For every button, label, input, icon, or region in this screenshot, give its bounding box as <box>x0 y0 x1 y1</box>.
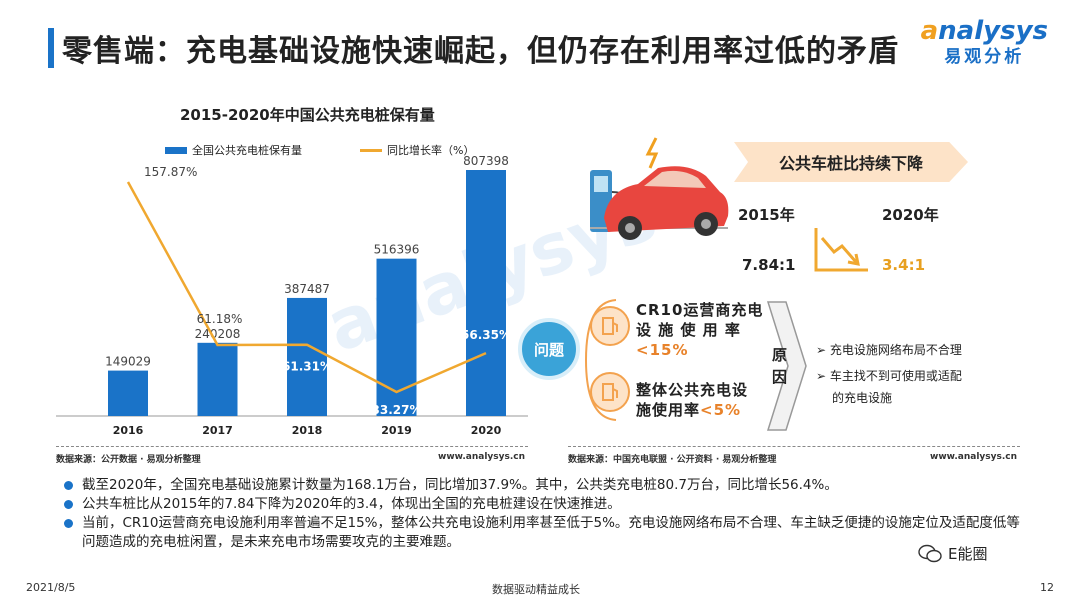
bar-label-2017: 240208 <box>195 327 241 341</box>
logo-chinese: 易观分析 <box>944 47 1025 67</box>
right-site: www.analysys.cn <box>930 452 1018 462</box>
bullet-2: 公共车桩比从2015年的7.84下降为2020年的3.4，体现出全国的充电桩建设… <box>60 495 1020 514</box>
legend-item-line: 同比增长率（%） <box>360 142 474 158</box>
line-label-2019: 33.27% <box>372 403 422 417</box>
year-end: 2020年 <box>882 206 939 224</box>
bar-label-2016: 149029 <box>105 355 151 369</box>
tick-label-2019: 2019 <box>381 424 412 437</box>
fuel-pump-icon <box>590 306 630 346</box>
bar-2016 <box>108 370 148 416</box>
wechat-icon <box>918 544 942 562</box>
issue-cr10-line1: CR10运营商充电 <box>636 301 764 319</box>
issue-overall-value: <5% <box>700 401 742 419</box>
issue-overall: 整体公共充电设 施使用率<5% <box>636 380 748 420</box>
bar-label-2020: 807398 <box>463 154 509 168</box>
year-start: 2015年 <box>738 206 795 224</box>
chart-legend: 全国公共充电桩保有量 同比增长率（%） <box>165 142 474 158</box>
right-divider <box>568 446 1020 447</box>
issue-overall-line2: 施使用率 <box>636 401 701 419</box>
issue-overall-line1: 整体公共充电设 <box>636 381 749 399</box>
footer-page-number: 12 <box>1040 581 1054 594</box>
legend-swatch-bar <box>165 146 187 154</box>
line-label-2017: 61.18% <box>197 312 243 326</box>
left-site: www.analysys.cn <box>438 452 526 462</box>
issue-bracket <box>584 299 617 421</box>
line-label-2016: 157.87% <box>144 165 197 179</box>
fuel-pump-icon <box>590 372 630 412</box>
bar-2017 <box>197 342 238 416</box>
bar-2019 <box>376 258 417 416</box>
page-title: 零售端：充电基础设施快速崛起，但仍存在利用率过低的矛盾 <box>62 34 899 69</box>
tick-label-2020: 2020 <box>471 424 502 437</box>
legend-label-line: 同比增长率（%） <box>387 144 475 157</box>
cause-item-1: ➢ 充电设施网络布局不合理 <box>816 343 962 357</box>
cause-item-3: 的充电设施 <box>832 391 893 405</box>
left-source: 数据来源：公开数据 · 易观分析整理 <box>56 455 201 465</box>
analysys-logo: analysys 易观分析 <box>921 16 1048 67</box>
footer-slogan: 数据驱动精益成长 <box>492 583 580 596</box>
line-label-2020: 56.35% <box>461 328 511 342</box>
ratio-banner: 公共车桩比持续下降 <box>734 142 968 182</box>
cause-label: 原因 <box>772 346 788 386</box>
trend-down-icon <box>814 228 868 272</box>
title-accent-bar <box>48 28 54 68</box>
problem-badge: 问题 <box>518 318 580 380</box>
wechat-account: E能圈 <box>948 545 988 563</box>
chart-title: 2015-2020年中国公共充电桩保有量 <box>180 106 435 124</box>
bullet-3: 当前，CR10运营商充电设施利用率普遍不足15%，整体公共充电设施利用率甚至低于… <box>60 514 1020 552</box>
footer-date: 2021/8/5 <box>26 581 76 594</box>
legend-item-bar: 全国公共充电桩保有量 <box>165 142 302 158</box>
line-label-2018: 61.31% <box>282 360 332 374</box>
bar-label-2018: 387487 <box>284 282 330 296</box>
ratio-end: 3.4:1 <box>882 256 926 274</box>
right-source: 数据来源：中国充电联盟 · 公开资料 · 易观分析整理 <box>568 455 777 465</box>
issue-cr10-line2: 设 施 使 用 率 <box>636 321 741 339</box>
cause-item-2: ➢ 车主找不到可使用或适配 <box>816 369 962 383</box>
tick-label-2016: 2016 <box>113 424 144 437</box>
logo-initial: a <box>920 16 939 46</box>
legend-swatch-line <box>360 148 382 152</box>
bar-2020 <box>466 170 506 416</box>
bar-label-2019: 516396 <box>374 243 420 257</box>
car-charging-icon <box>590 137 729 240</box>
left-divider <box>56 446 528 447</box>
bar-2018 <box>287 297 327 416</box>
issue-cr10-value: <15% <box>636 341 689 359</box>
issue-cr10: CR10运营商充电 设 施 使 用 率 <15% <box>636 300 763 360</box>
logo-english: nalysys <box>938 16 1048 46</box>
legend-label-bar: 全国公共充电桩保有量 <box>192 144 302 157</box>
cause-chevron <box>766 301 807 431</box>
tick-label-2017: 2017 <box>202 424 233 437</box>
summary-bullets: 截至2020年，全国充电基础设施累计数量为168.1万台，同比增加37.9%。其… <box>60 476 1020 552</box>
bullet-1: 截至2020年，全国充电基础设施累计数量为168.1万台，同比增加37.9%。其… <box>60 476 1020 495</box>
wechat-watermark: E能圈 <box>918 543 987 564</box>
ratio-start: 7.84:1 <box>742 256 796 274</box>
growth-rate-line <box>126 181 487 394</box>
tick-label-2018: 2018 <box>292 424 323 437</box>
